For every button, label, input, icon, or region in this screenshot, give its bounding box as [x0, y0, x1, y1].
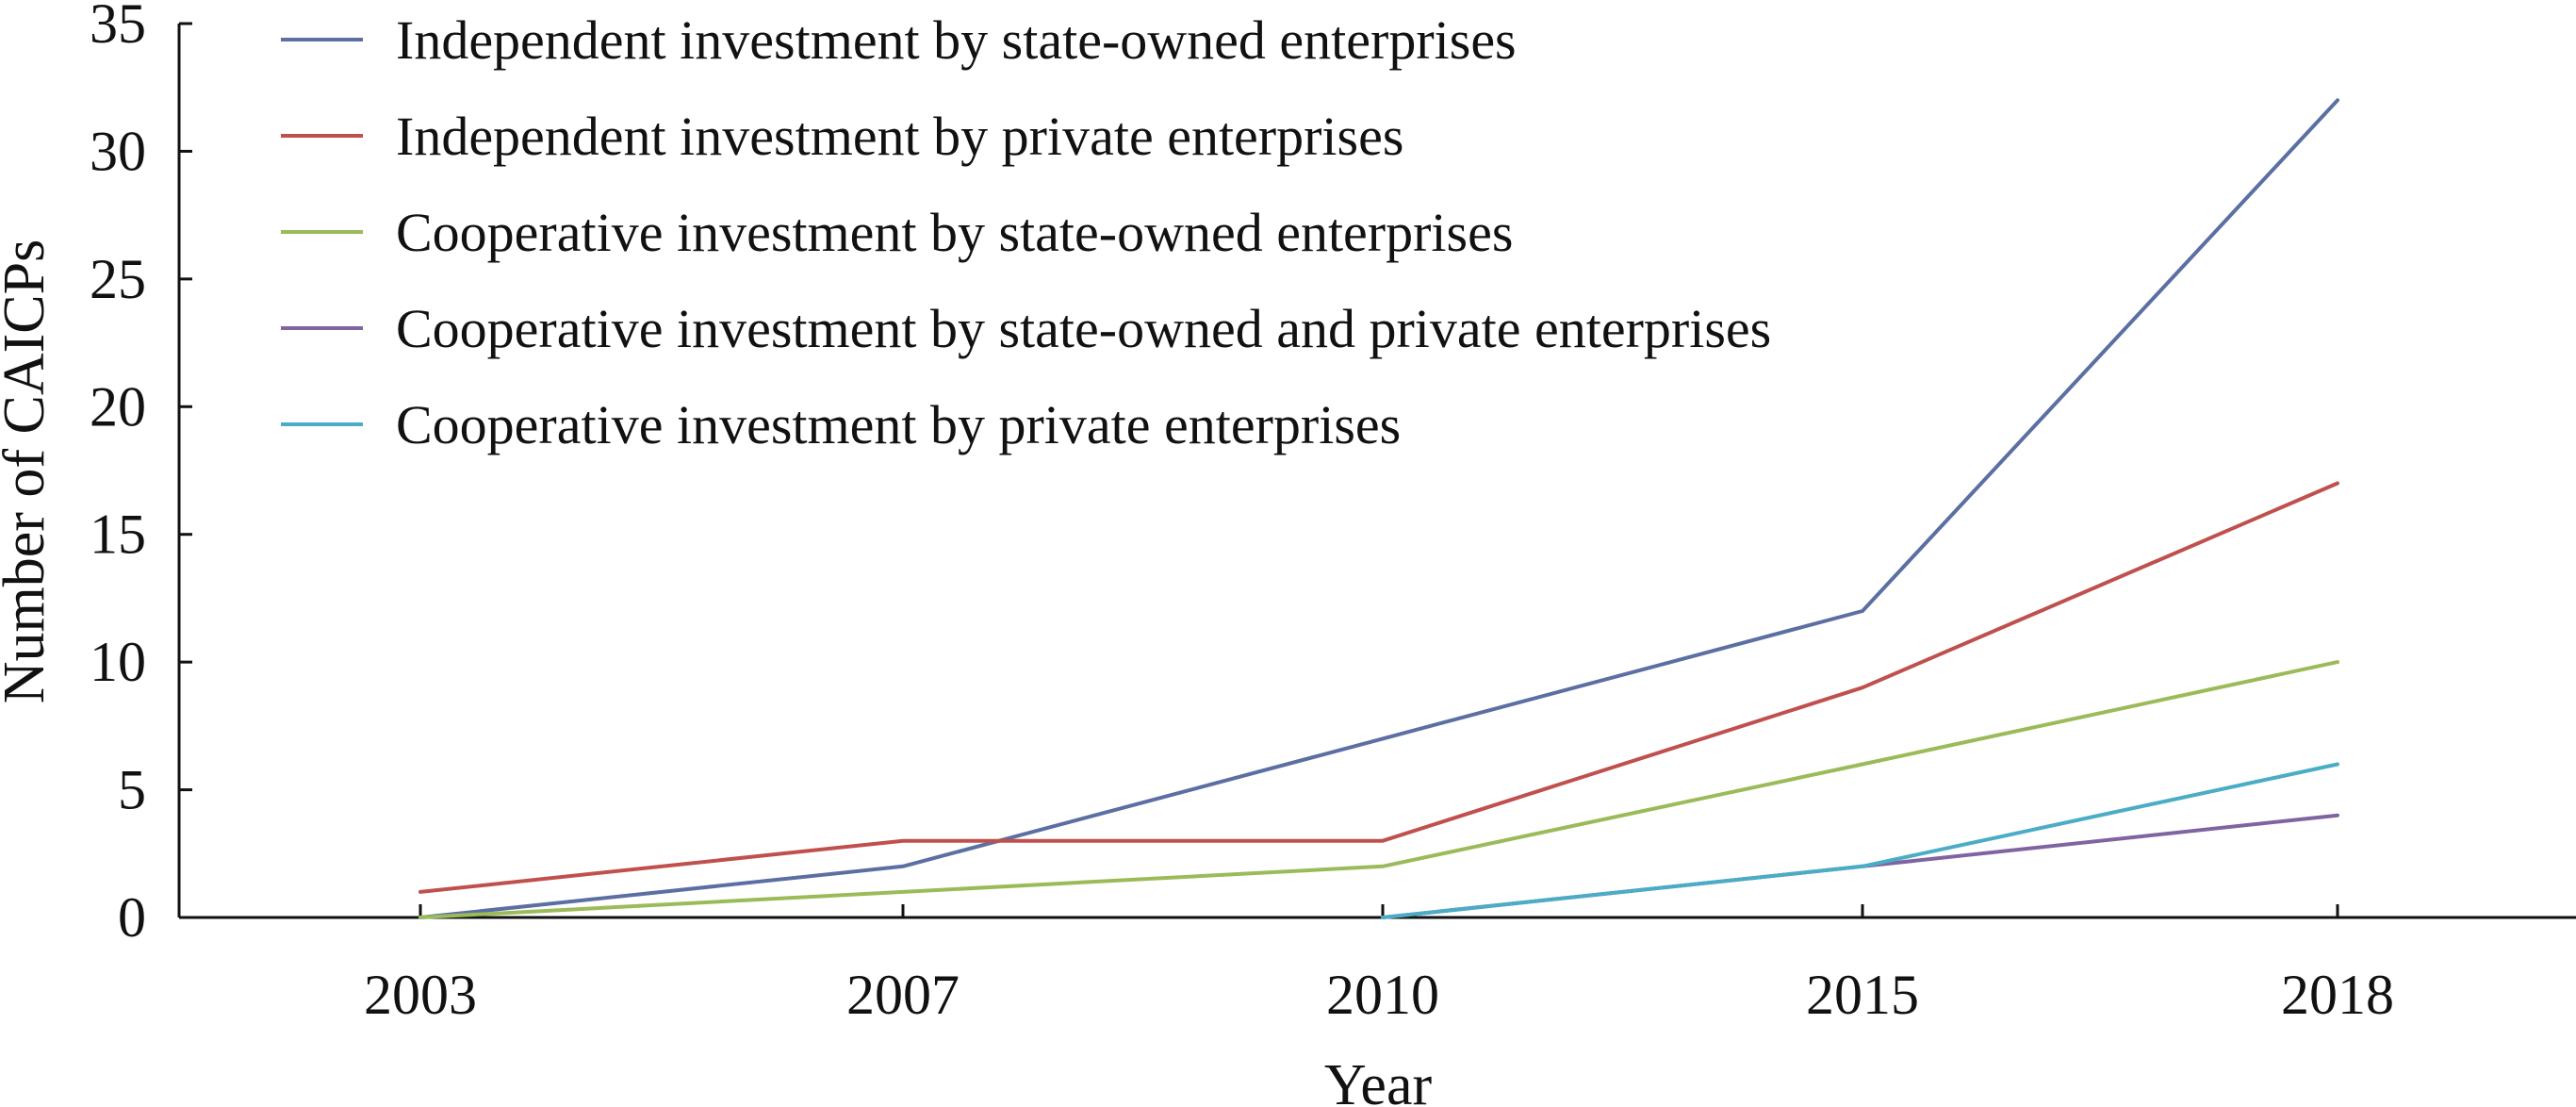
legend-label-3: Cooperative investment by state-owned en…: [396, 202, 1513, 263]
series-line-1: [418, 98, 2339, 919]
y-tick-label: 0: [118, 886, 146, 949]
legend: Independent investment by state-owned en…: [281, 9, 1771, 455]
y-tick-label: 5: [118, 759, 146, 821]
series-line-3: [418, 660, 2339, 919]
y-ticks: 0 5 10 15 20 25 30 35: [90, 0, 192, 949]
y-tick-label: 20: [90, 375, 146, 438]
x-tick-label: 2007: [846, 964, 960, 1026]
y-axis-title: Number of CAICPs: [0, 240, 57, 704]
series-lines: [418, 98, 2339, 919]
y-tick-label: 30: [90, 120, 146, 182]
legend-label-1: Independent investment by state-owned en…: [396, 9, 1517, 71]
x-tick-label: 2010: [1326, 964, 1439, 1026]
x-tick-label: 2018: [2281, 964, 2394, 1026]
series-line-2: [418, 481, 2339, 894]
axes: [177, 24, 2576, 919]
y-tick-label: 25: [90, 248, 146, 310]
legend-label-2: Independent investment by private enterp…: [396, 106, 1403, 167]
y-tick-label: 10: [90, 631, 146, 693]
x-tick-label: 2003: [364, 964, 477, 1026]
legend-label-5: Cooperative investment by private enterp…: [396, 394, 1401, 455]
y-tick-label: 15: [90, 504, 146, 566]
x-tick-label: 2015: [1806, 964, 1919, 1026]
x-axis-title: Year: [1324, 1053, 1433, 1107]
x-ticks: 2003 2007 2010 2015 2018: [364, 904, 2394, 1026]
y-tick-label: 35: [90, 0, 146, 55]
series-line-5: [1381, 762, 2339, 919]
legend-label-4: Cooperative investment by state-owned an…: [396, 298, 1771, 359]
